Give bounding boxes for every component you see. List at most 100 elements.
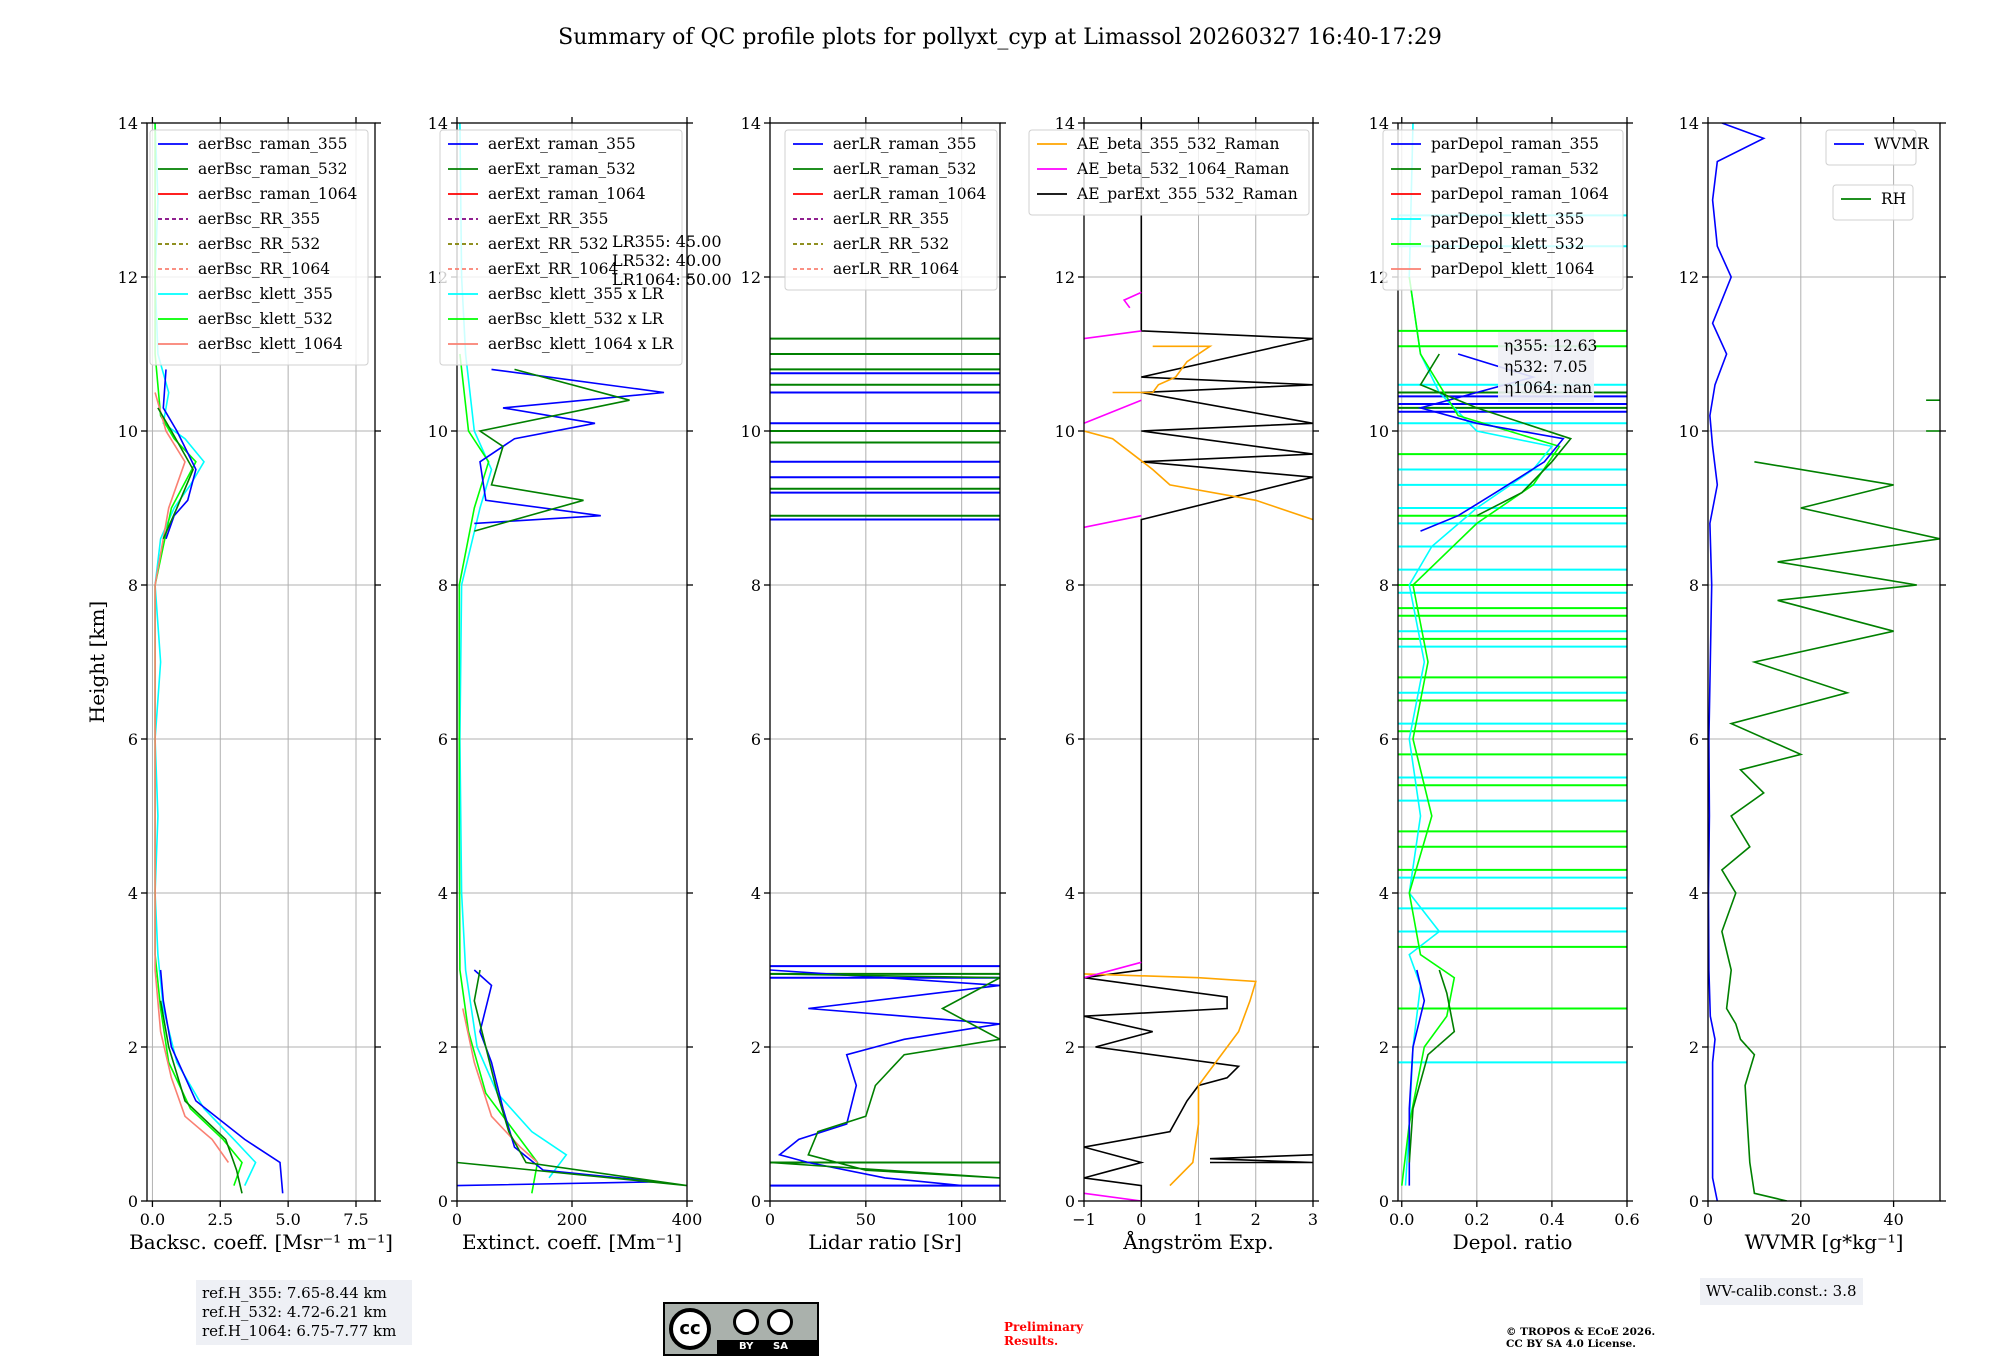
legend-label: aerLR_RR_1064: [833, 260, 959, 278]
legend-label: AE_beta_532_1064_Raman: [1076, 160, 1289, 178]
x-tick-label: 0: [452, 1210, 462, 1229]
legend-label: aerBsc_raman_1064: [198, 185, 358, 203]
x-tick-label: 0.6: [1614, 1210, 1639, 1229]
panel-wv: 0 20 40 0 2 4 6 8 10 12 14 WVMR [g*kg⁻¹] WVMR RH: [1679, 114, 1946, 1254]
y-tick-label: 12: [741, 268, 761, 287]
x-tick-label: 2.5: [208, 1210, 233, 1229]
y-tick-label: 10: [428, 422, 448, 441]
cc-license-logo: cc BY SA: [663, 1302, 819, 1356]
y-tick-label: 14: [1055, 114, 1075, 133]
legend: aerBsc_raman_355 aerBsc_raman_532 aerBsc_r…: [149, 129, 369, 366]
x-tick-label: 1: [1193, 1210, 1203, 1229]
legend-label: parDepol_raman_532: [1431, 160, 1599, 178]
y-tick-label: 2: [1065, 1038, 1075, 1057]
y-tick-label: 14: [1369, 114, 1389, 133]
legend-box: [1382, 129, 1624, 291]
x-axis-label: Backsc. coeff. [Msr⁻¹ m⁻¹]: [129, 1230, 393, 1254]
axes-frame: [769, 122, 1001, 1202]
lr-note: LR355: 45.00: [612, 232, 722, 251]
figure-title: Summary of QC profile plots for pollyxt_…: [558, 25, 1442, 50]
y-tick-label: 2: [1689, 1038, 1699, 1057]
series-parDepol_raman_532b: [1419, 353, 1573, 517]
series-aerBsc_raman_532b: [157, 407, 194, 540]
y-tick-label: 8: [128, 576, 138, 595]
legend-label: AE_beta_355_532_Raman: [1076, 135, 1279, 153]
series-AE_beta_355_532_Raman_b: [1084, 430, 1313, 521]
y-tick-label: 0: [1379, 1192, 1389, 1211]
x-tick-label: 7.5: [343, 1210, 368, 1229]
x-tick-label: 0.0: [140, 1210, 165, 1229]
series-AE_beta_532_1064_Raman_d: [1084, 399, 1142, 425]
y-tick-label: 0: [1689, 1192, 1699, 1211]
legend: WVMR: [1825, 129, 1930, 166]
x-tick-label: 0.2: [1464, 1210, 1489, 1229]
preliminary-line-2: Results.: [1004, 1334, 1059, 1348]
y-tick-label: 14: [428, 114, 448, 133]
wv-calib-const: WV-calib.const.: 3.8: [1706, 1282, 1857, 1300]
x-tick-label: 100: [946, 1210, 977, 1229]
y-tick-label: 6: [1689, 730, 1699, 749]
series-aerBsc_klett_532 x LR: [458, 353, 539, 1194]
y-tick-label: 4: [1065, 884, 1075, 903]
y-tick-label: 6: [751, 730, 761, 749]
copyright-note: © TROPOS & ECoE 2026. CC BY SA 4.0 Licen…: [1506, 1326, 1655, 1350]
series-aerLR_raman_355: [770, 969, 1000, 1187]
eta-value: η355: 12.63: [1504, 337, 1597, 355]
legend-label: aerBsc_klett_1064: [198, 335, 343, 353]
y-tick-label: 4: [128, 884, 138, 903]
legend-label: aerExt_RR_355: [488, 210, 609, 228]
cc-logo-text: cc: [679, 1318, 701, 1339]
legend-box: [1825, 129, 1917, 166]
legend-label: aerBsc_klett_355: [198, 285, 333, 303]
series-parDepol_raman_532: [1408, 969, 1456, 1163]
legend-label: aerExt_RR_532: [488, 235, 609, 253]
series-aerBsc_klett_1064: [154, 392, 230, 1163]
x-tick-label: 5.0: [275, 1210, 300, 1229]
x-axis-label: Lidar ratio [Sr]: [808, 1230, 962, 1254]
ref-height-355: ref.H_355: 7.65-8.44 km: [202, 1284, 387, 1302]
y-tick-label: 0: [1065, 1192, 1075, 1211]
panel-bsc: 0.0 2.5 5.0 7.5 0 2 4 6 8 10 12 14 Backsc. coeff. [M…: [85, 114, 393, 1254]
legend-label: aerBsc_RR_1064: [198, 260, 330, 278]
axes-frame: [146, 122, 376, 1202]
share-alike-icon: [767, 1309, 793, 1335]
legend-label: aerBsc_raman_532: [198, 160, 348, 178]
legend-label: aerLR_raman_355: [833, 135, 976, 153]
series-parDepol_klett_532: [1401, 276, 1561, 1186]
series-parDepol_raman_355: [1408, 969, 1426, 1186]
x-axis-label: Depol. ratio: [1453, 1230, 1573, 1254]
legend: aerLR_raman_355 aerLR_raman_532 aerLR_rama…: [784, 129, 998, 291]
x-tick-label: 400: [672, 1210, 703, 1229]
legend-label: AE_parExt_355_532_Raman: [1076, 185, 1298, 203]
y-tick-label: 0: [128, 1192, 138, 1211]
y-tick-label: 6: [1065, 730, 1075, 749]
legend-label: aerLR_raman_1064: [833, 185, 986, 203]
y-tick-label: 6: [438, 730, 448, 749]
cc-by-label: BY: [739, 1341, 754, 1352]
y-tick-label: 10: [741, 422, 761, 441]
series-aerExt_raman_532b: [474, 368, 630, 532]
eta-value: η1064: nan: [1504, 379, 1592, 397]
x-axis-label: Ångström Exp.: [1122, 1229, 1273, 1254]
x-tick-label: 0: [765, 1210, 775, 1229]
axes-frame: [1707, 122, 1941, 1202]
y-tick-label: 10: [1679, 422, 1699, 441]
y-tick-label: 2: [1379, 1038, 1389, 1057]
series-AE_beta_532_1064_Raman_c: [1084, 514, 1142, 529]
cc-circle-icon: cc: [669, 1308, 711, 1350]
preliminary-line-1: Preliminary: [1004, 1320, 1084, 1334]
plot-area: [457, 123, 687, 1194]
x-tick-label: 20: [1791, 1210, 1811, 1229]
legend: aerExt_raman_355 aerExt_raman_532 aerExt_r…: [439, 129, 683, 366]
cc-sa-label: SA: [773, 1341, 788, 1352]
panel-lr: 0 50 100 0 2 4 6 8 10 12 14 Lidar ratio [Sr] aerLR_r…: [741, 114, 1006, 1254]
series-aerBsc_klett_1064 x LR: [462, 1008, 539, 1164]
y-tick-label: 4: [438, 884, 448, 903]
y-tick-label: 2: [128, 1038, 138, 1057]
y-tick-label: 4: [1689, 884, 1699, 903]
legend-box: [149, 129, 369, 366]
y-tick-label: 12: [1679, 268, 1699, 287]
